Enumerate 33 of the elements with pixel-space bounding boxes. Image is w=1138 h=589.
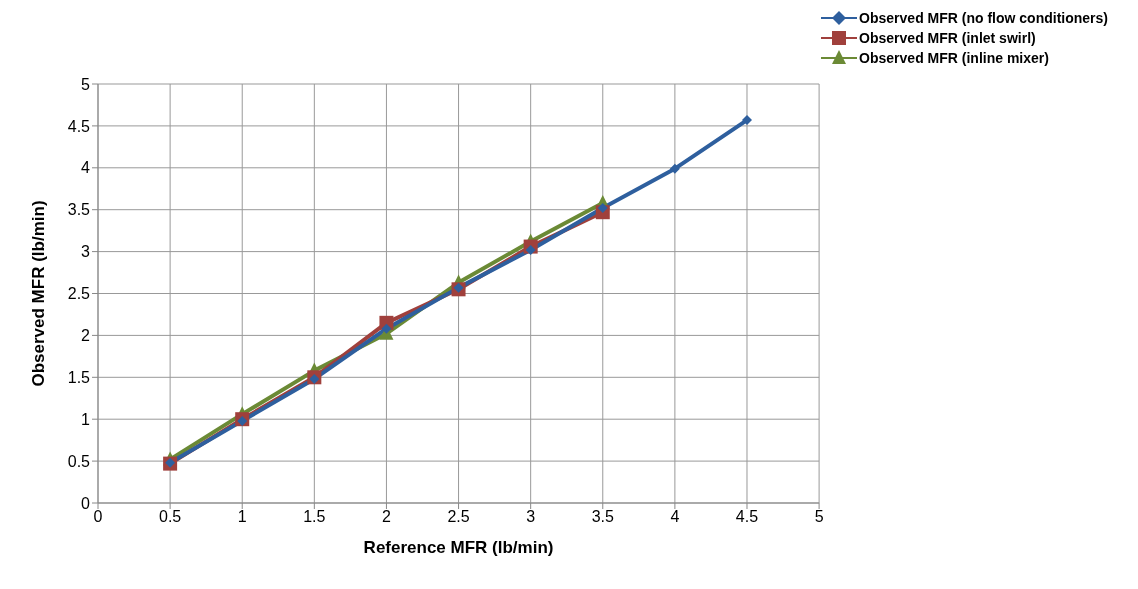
y-tick-label: 1 — [81, 410, 91, 428]
y-tick-label: 4.5 — [67, 117, 91, 135]
y-tick-label: 1.5 — [67, 368, 91, 386]
x-tick-label: 1 — [237, 508, 247, 526]
x-tick-label: 2.5 — [447, 508, 470, 526]
point — [453, 282, 464, 293]
point — [741, 115, 752, 126]
x-axis-title: Reference MFR (lb/min) — [363, 538, 554, 557]
point — [669, 163, 680, 174]
x-tick-label: 4 — [670, 508, 680, 526]
x-tick-label: 3.5 — [591, 508, 614, 526]
x-tick-label: 2 — [381, 508, 391, 526]
y-tick-label: 3 — [81, 243, 91, 261]
y-tick-label: 5 — [81, 75, 91, 93]
x-tick-label: 0.5 — [158, 508, 182, 526]
legend-label: Observed MFR (no flow conditioners) — [859, 10, 1108, 26]
y-tick-label: 3.5 — [67, 201, 91, 219]
x-tick-label: 0 — [93, 508, 103, 526]
y-tick-label: 0 — [81, 494, 91, 512]
y-tick-label: 4 — [81, 159, 91, 177]
point — [525, 244, 536, 255]
legend-label: Observed MFR (inline mixer) — [859, 50, 1049, 66]
y-axis-title: Observed MFR (lb/min) — [29, 200, 49, 387]
y-tick-label: 2.5 — [67, 285, 91, 303]
x-tick-label: 5 — [814, 508, 824, 526]
x-tick-label: 4.5 — [735, 508, 759, 526]
y-tick-label: 2 — [81, 327, 91, 345]
x-tick-label: 3 — [526, 508, 536, 526]
point — [381, 323, 392, 334]
y-tick-label: 0.5 — [67, 452, 91, 470]
legend-label: Observed MFR (inlet swirl) — [859, 30, 1036, 46]
point — [597, 203, 608, 214]
x-tick-label: 1.5 — [303, 508, 326, 526]
